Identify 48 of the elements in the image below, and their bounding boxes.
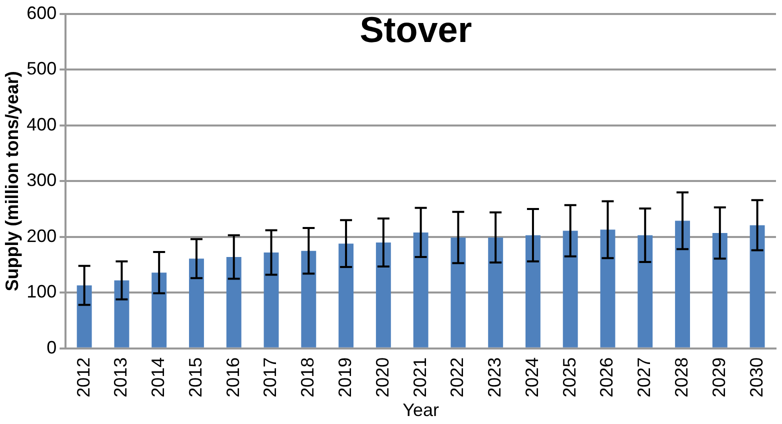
y-tick-label: 0 — [46, 337, 57, 358]
x-tick-label: 2028 — [671, 357, 692, 398]
y-tick-label: 500 — [26, 58, 57, 79]
bar — [226, 256, 242, 348]
bar — [114, 280, 130, 348]
x-tick-label: 2030 — [746, 357, 766, 398]
x-tick-label: 2020 — [372, 357, 392, 398]
x-tick-label: 2014 — [148, 357, 168, 398]
x-tick-label: 2025 — [559, 357, 580, 398]
x-tick-label: 2023 — [484, 357, 505, 398]
bar — [450, 237, 466, 348]
x-tick-label: 2018 — [298, 357, 318, 398]
x-tick-label: 2026 — [596, 357, 617, 398]
x-tick-label: 2016 — [222, 357, 243, 398]
x-tick-label: 2024 — [522, 357, 542, 398]
bar — [338, 244, 354, 348]
bar — [712, 233, 728, 348]
y-tick-label: 400 — [26, 114, 57, 134]
bar — [76, 285, 92, 348]
y-tick-label: 200 — [26, 226, 57, 246]
x-tick-label: 2022 — [447, 357, 468, 398]
bar — [413, 232, 428, 348]
bar — [376, 242, 391, 348]
x-tick-label: 2029 — [708, 357, 729, 398]
bar — [525, 235, 540, 348]
x-tick-label: 2015 — [185, 357, 206, 398]
bar — [562, 230, 578, 348]
x-tick-label: 2017 — [260, 357, 280, 398]
y-tick-label: 600 — [26, 2, 57, 23]
bar — [301, 250, 316, 348]
x-tick-label: 2012 — [73, 357, 94, 398]
x-tick-label: 2021 — [410, 357, 430, 398]
chart-title: Stover — [360, 8, 472, 50]
bar — [675, 220, 690, 348]
bar — [189, 258, 204, 348]
bar — [638, 235, 653, 348]
y-axis-title: Supply (million tons/year) — [2, 71, 22, 292]
bar — [600, 230, 616, 348]
x-axis-title: Year — [402, 400, 439, 420]
bar — [750, 225, 765, 348]
x-tick-label: 2027 — [634, 357, 654, 398]
y-tick-label: 100 — [26, 282, 57, 302]
y-tick-label: 300 — [26, 170, 57, 190]
x-tick-label: 2019 — [335, 357, 356, 398]
x-tick-label: 2013 — [110, 357, 131, 398]
bar — [264, 252, 279, 348]
bar — [152, 272, 167, 348]
bar — [488, 237, 504, 348]
